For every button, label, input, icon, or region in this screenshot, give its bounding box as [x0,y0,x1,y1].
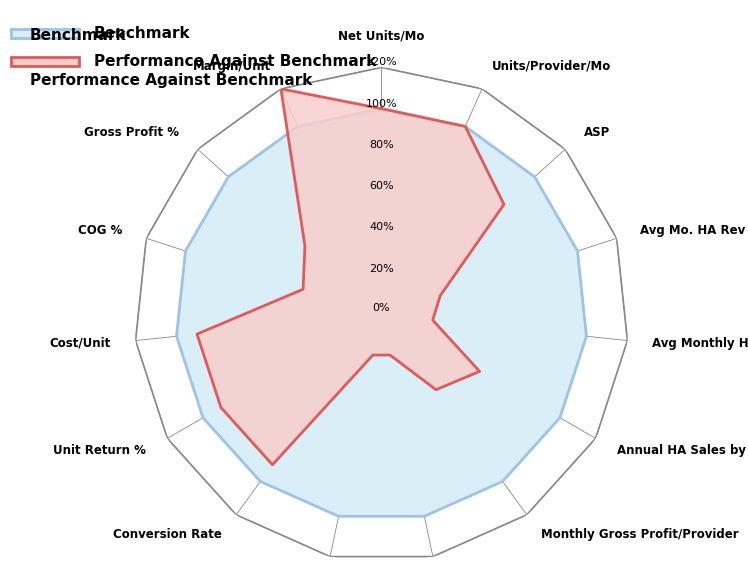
Text: 120%: 120% [366,57,397,67]
Text: Avg Monthly HA Rev/Provider: Avg Monthly HA Rev/Provider [652,337,748,350]
Text: 80%: 80% [369,140,394,150]
Text: ASP: ASP [583,126,610,139]
Text: Benchmark: Benchmark [94,26,190,42]
Text: COG %: COG % [79,224,123,237]
Text: 60%: 60% [370,181,393,191]
Text: Avg Mo. HA Rev: Avg Mo. HA Rev [640,224,746,237]
Text: Benchmark: Benchmark [30,28,126,43]
Text: Performance Against Benchmark: Performance Against Benchmark [94,54,376,69]
Text: 40%: 40% [369,223,394,232]
Polygon shape [197,89,504,465]
Text: 100%: 100% [366,99,397,108]
Text: 0%: 0% [373,303,390,312]
Text: Gross Profit %: Gross Profit % [85,126,180,139]
Text: Unit Return %: Unit Return % [53,444,146,457]
Text: Conversion Rate: Conversion Rate [113,528,221,541]
Text: Performance Against Benchmark: Performance Against Benchmark [30,73,313,88]
FancyBboxPatch shape [11,57,79,66]
Text: Margin/Unit: Margin/Unit [192,60,271,72]
Text: 20%: 20% [369,264,394,274]
FancyBboxPatch shape [11,29,79,38]
Text: Cost/Unit: Cost/Unit [49,337,111,350]
Polygon shape [177,108,586,516]
Text: Monthly Gross Profit/Provider: Monthly Gross Profit/Provider [542,528,739,541]
Text: Annual HA Sales by Provider: Annual HA Sales by Provider [617,444,748,457]
Text: Units/Provider/Mo: Units/Provider/Mo [492,60,611,72]
Text: Net Units/Mo: Net Units/Mo [338,30,425,43]
